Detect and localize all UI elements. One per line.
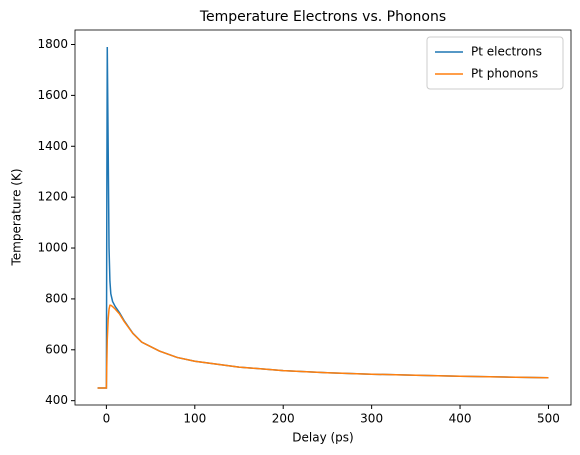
series-line [97,304,549,389]
legend-label: Pt phonons [471,67,538,81]
legend: Pt electrons Pt phonons [426,36,564,90]
y-tick-label: 400 [45,393,68,407]
y-axis-label: Temperature (K) [10,168,24,266]
x-axis-label: Delay (ps) [292,431,353,445]
legend-box [426,36,564,90]
x-tick-label: 400 [449,412,472,426]
y-tick-label: 1800 [37,37,68,51]
y-tick-label: 1200 [37,190,68,204]
chart-title: Temperature Electrons vs. Phonons [199,9,446,25]
y-tick-label: 800 [45,291,68,305]
x-tick-label: 300 [360,412,383,426]
plot-frame [74,29,572,406]
legend-label: Pt electrons [471,45,542,59]
y-tick-label: 1400 [37,139,68,153]
series-line [97,47,549,389]
x-tick-label: 0 [103,412,111,426]
y-tick-label: 600 [45,342,68,356]
y-tick-label: 1000 [37,241,68,255]
x-tick-label: 200 [272,412,295,426]
y-tick-label: 1600 [37,88,68,102]
x-tick-label: 100 [183,412,206,426]
x-tick-label: 500 [537,412,560,426]
